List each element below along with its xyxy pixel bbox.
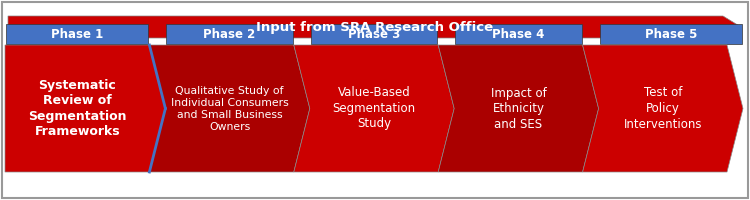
Text: Systematic
Review of
Segmentation
Frameworks: Systematic Review of Segmentation Framew… [28,79,127,138]
Polygon shape [438,45,598,172]
Text: Impact of
Ethnicity
and SES: Impact of Ethnicity and SES [490,86,546,130]
Text: Phase 3: Phase 3 [348,27,400,40]
Text: Test of
Policy
Interventions: Test of Policy Interventions [623,86,702,130]
Text: Phase 1: Phase 1 [51,27,104,40]
Text: Qualitative Study of
Individual Consumers
and Small Business
Owners: Qualitative Study of Individual Consumer… [171,86,289,132]
Bar [599,24,742,44]
Polygon shape [8,16,741,38]
Text: Value-Based
Segmentation
Study: Value-Based Segmentation Study [332,86,416,130]
Text: Phase 2: Phase 2 [203,27,256,40]
Bar [6,24,148,44]
Polygon shape [294,45,454,172]
Bar [166,24,292,44]
Text: Phase 4: Phase 4 [492,27,544,40]
Text: Input from SRA Research Office: Input from SRA Research Office [256,21,493,33]
Bar [455,24,581,44]
Polygon shape [149,45,310,172]
Polygon shape [5,45,166,172]
Text: Phase 5: Phase 5 [644,27,697,40]
Polygon shape [583,45,743,172]
Bar [310,24,437,44]
